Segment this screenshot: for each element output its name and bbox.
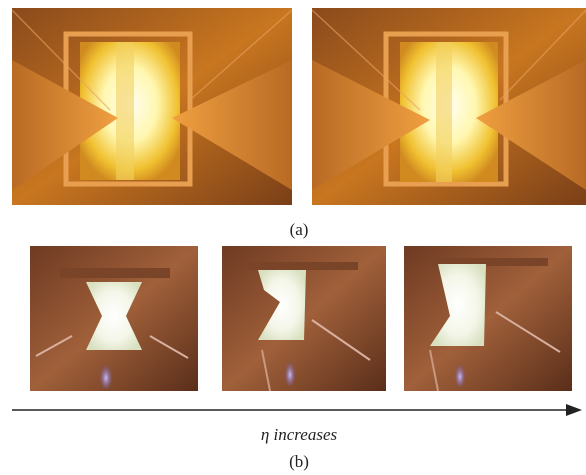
photo — [12, 8, 292, 205]
photo — [222, 246, 386, 391]
figure: (a) η increases (b) — [0, 0, 586, 475]
panel-label: (b) — [289, 452, 309, 471]
photo — [312, 8, 586, 205]
photo — [30, 246, 198, 391]
caption: η increases — [261, 425, 338, 444]
photo — [404, 246, 572, 391]
panel-label: (a) — [290, 220, 309, 239]
arrow — [12, 404, 582, 416]
